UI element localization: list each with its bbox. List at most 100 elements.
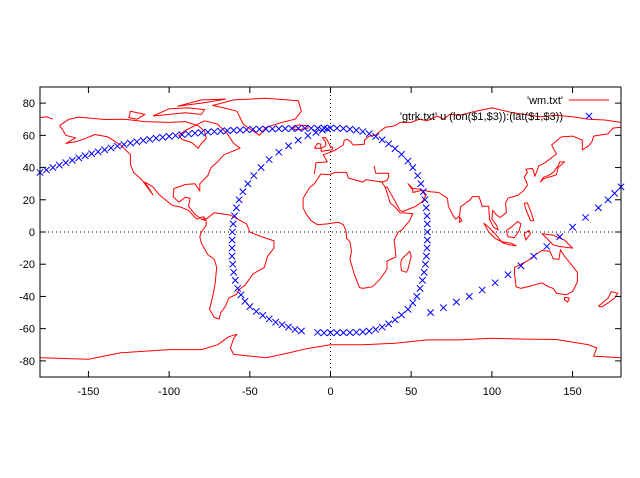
track-point	[352, 328, 360, 336]
y-tick-label: -60	[19, 324, 35, 336]
track-point	[397, 311, 406, 319]
track-point	[259, 311, 267, 320]
legend: 'wm.txt' 'gtrk.txt' u (lon($1,$3)):(lat(…	[400, 95, 609, 123]
track-point	[275, 148, 283, 156]
track-point	[416, 284, 424, 292]
track-point	[232, 204, 240, 212]
track-point	[94, 148, 102, 156]
coastline-segment	[505, 221, 522, 239]
track-point	[146, 135, 154, 143]
track-point	[284, 142, 293, 150]
track-point	[581, 213, 590, 222]
track-point	[423, 212, 431, 220]
track-point	[88, 150, 96, 158]
track-point	[404, 305, 412, 313]
track-point	[228, 244, 236, 252]
track-point	[385, 320, 393, 328]
legend-swatch-ground-track	[585, 112, 593, 120]
track-point	[404, 157, 412, 165]
track-point	[288, 124, 296, 132]
coastline-segment	[459, 216, 463, 223]
track-point	[409, 164, 417, 172]
track-point	[230, 268, 238, 276]
track-point	[427, 309, 435, 317]
track-point	[391, 316, 399, 324]
legend-label-ground-track: 'gtrk.txt' u (lon($1,$3)):(lat($1,$3))	[400, 111, 563, 123]
track-point	[543, 242, 551, 251]
track-point	[262, 125, 270, 133]
track-point	[294, 136, 302, 144]
track-point	[229, 260, 237, 268]
track-point	[422, 252, 430, 260]
track-point	[504, 271, 512, 279]
coastline-segment	[152, 107, 206, 117]
track-point	[236, 126, 244, 134]
track-point	[107, 144, 115, 152]
track-point	[423, 228, 431, 236]
track-point	[312, 128, 320, 136]
track-point	[419, 188, 427, 196]
track-point	[252, 307, 260, 315]
track-point	[101, 146, 109, 154]
coastline-segment	[39, 333, 622, 360]
y-tick-label: 40	[23, 163, 35, 175]
y-tick-label: 0	[29, 227, 35, 239]
track-point	[422, 204, 430, 212]
track-point	[491, 279, 499, 287]
track-point	[423, 236, 431, 244]
coastline-segment	[523, 229, 532, 241]
track-point	[420, 268, 428, 276]
coastline-segment	[177, 98, 227, 107]
track-point	[197, 129, 205, 137]
track-point	[228, 236, 236, 244]
track-point	[228, 252, 236, 260]
track-point	[339, 329, 347, 337]
track-point	[223, 127, 231, 135]
track-point	[465, 292, 473, 300]
track-point	[126, 139, 134, 147]
track-point	[230, 212, 239, 220]
x-tick-label: 50	[405, 386, 417, 398]
track-point	[414, 172, 422, 180]
ground-track-series	[36, 124, 625, 337]
coastline-segment	[564, 296, 570, 303]
track-point	[204, 128, 212, 136]
track-point	[320, 329, 328, 337]
track-point	[139, 136, 147, 145]
track-point	[378, 136, 386, 144]
track-point	[172, 131, 180, 140]
y-tick-label: -80	[19, 356, 35, 368]
coastline-segment	[313, 107, 622, 175]
x-tick-label: 100	[483, 386, 501, 398]
track-point	[81, 152, 89, 160]
track-point	[231, 276, 239, 284]
track-point	[413, 292, 421, 300]
track-point	[228, 228, 236, 236]
track-point	[478, 286, 486, 294]
track-point	[210, 128, 218, 136]
track-point	[230, 126, 238, 134]
track-point	[418, 276, 427, 284]
track-point	[378, 323, 386, 331]
track-point	[359, 328, 367, 336]
track-point	[421, 196, 429, 204]
track-point	[243, 126, 251, 134]
track-point	[49, 164, 57, 172]
track-point	[152, 134, 160, 142]
track-point	[365, 130, 373, 138]
track-point	[165, 132, 173, 140]
coastline-segment	[199, 212, 275, 320]
track-point	[239, 188, 247, 196]
coastline-segment	[385, 126, 622, 231]
coastline-segment	[501, 241, 517, 247]
legend-track-marker	[585, 112, 593, 120]
track-point	[257, 164, 265, 172]
track-point	[594, 204, 602, 212]
y-tick-label: -40	[19, 291, 35, 303]
coastline-segment	[541, 233, 574, 249]
track-point	[284, 323, 293, 331]
track-point	[265, 315, 273, 323]
x-tick-label: 150	[563, 386, 581, 398]
track-point	[291, 325, 299, 334]
